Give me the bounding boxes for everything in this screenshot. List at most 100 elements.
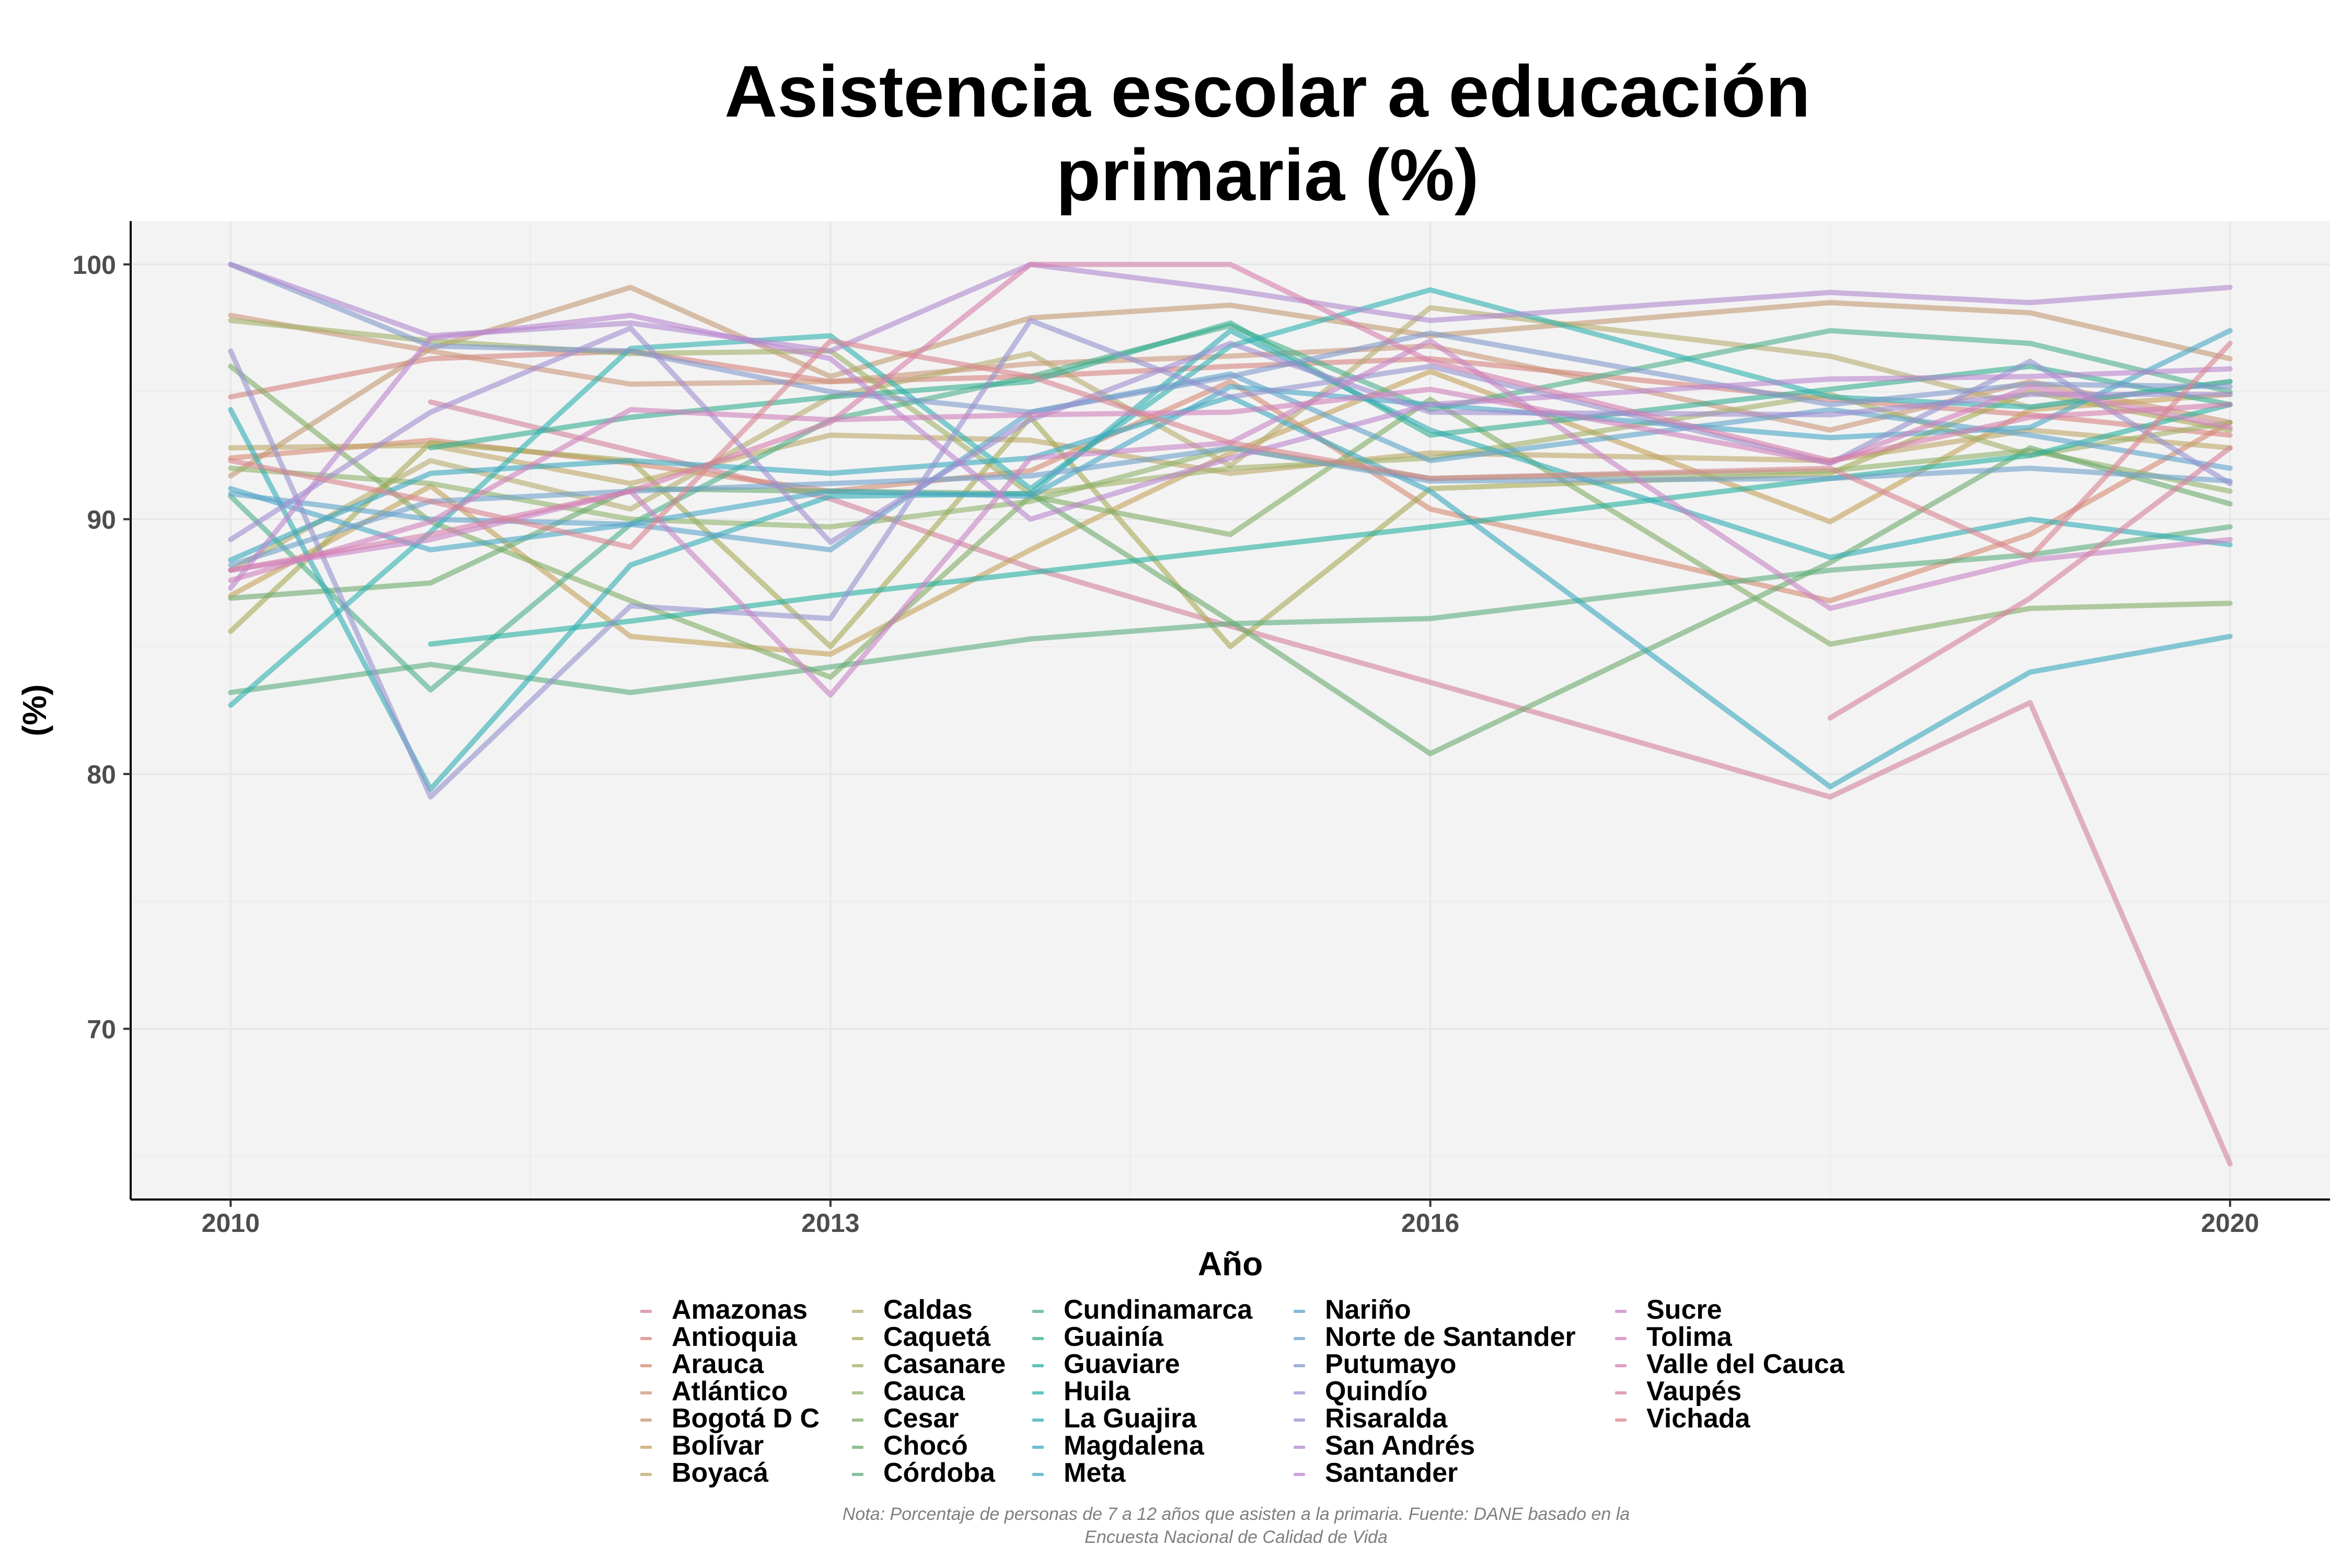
- legend-item: Sucre: [1615, 1296, 1722, 1323]
- y-tick-label: 80: [87, 760, 116, 789]
- legend-key: [1294, 1310, 1305, 1313]
- legend-label: Norte de Santander: [1325, 1322, 1576, 1352]
- axis-ticks: 70 80 90 100 2010 2013 2016 2020: [73, 250, 2259, 1238]
- legend-label: San Andrés: [1325, 1431, 1475, 1461]
- legend-label: Guainía: [1064, 1322, 1163, 1352]
- legend-key: [640, 1337, 652, 1341]
- legend-label: Valle del Cauca: [1646, 1349, 1844, 1379]
- legend-key: [852, 1391, 863, 1395]
- legend-label: Casanare: [883, 1349, 1006, 1379]
- series-line-valle-del-cauca: [228, 261, 2233, 573]
- legend-key: [640, 1391, 652, 1395]
- x-tick-label: 2013: [801, 1208, 859, 1238]
- legend-item: Risaralda: [1294, 1405, 1447, 1432]
- series-line-santander: [228, 313, 2233, 591]
- legend-label: Boyacá: [672, 1458, 768, 1488]
- legend-label: Vichada: [1646, 1403, 1750, 1434]
- legend-item: Caquetá: [852, 1323, 990, 1351]
- series-line-meta: [228, 328, 2233, 552]
- series-line-vichada: [228, 338, 2233, 560]
- legend-label: Antioquia: [672, 1322, 797, 1352]
- legend-label: Tolima: [1646, 1322, 1732, 1352]
- series-line-quind-o: [228, 318, 2233, 800]
- legend-item: Bolívar: [640, 1432, 764, 1459]
- legend-item: Chocó: [852, 1432, 968, 1459]
- legend-key: [1032, 1419, 1044, 1422]
- legend-key: [1032, 1337, 1044, 1341]
- series-line-risaralda: [228, 325, 2233, 545]
- legend-item: Nariño: [1294, 1296, 1411, 1323]
- source-note: Nota: Porcentaje de personas de 7 a 12 a…: [700, 1503, 1772, 1549]
- legend-key: [640, 1446, 652, 1449]
- legend-label: Nariño: [1325, 1295, 1411, 1325]
- line-chart: 70 80 90 100 2010 2013 2016 2020 Año (%): [16, 221, 2330, 1281]
- legend-label: Bogotá D C: [672, 1403, 820, 1434]
- chart-title-line-1: Asistencia escolar a educación: [724, 50, 1811, 132]
- legend-item: Guainía: [1032, 1323, 1163, 1351]
- legend-item: Cauca: [852, 1378, 965, 1405]
- legend-item: Magdalena: [1032, 1432, 1204, 1459]
- chart-title: Asistencia escolar a educación primaria …: [0, 50, 2352, 217]
- y-tick-label: 100: [73, 250, 116, 280]
- legend-key: [640, 1310, 652, 1313]
- series-lines: [228, 261, 2233, 1167]
- series-line-cesar: [228, 363, 2233, 680]
- legend-label: Cauca: [883, 1376, 965, 1406]
- legend-key: [852, 1473, 863, 1477]
- legend-label: Risaralda: [1325, 1403, 1448, 1434]
- series-line-tolima: [228, 384, 2233, 583]
- source-note-line-2: Encuesta Nacional de Calidad de Vida: [1085, 1527, 1388, 1547]
- legend-item: Quindío: [1294, 1378, 1427, 1405]
- legend-key: [852, 1446, 863, 1449]
- legend-key: [1615, 1337, 1627, 1341]
- legend-label: La Guajira: [1064, 1403, 1197, 1434]
- legend-label: Cesar: [883, 1403, 959, 1434]
- legend-item: Vichada: [1615, 1405, 1750, 1432]
- series-line-norte-de-santander: [228, 445, 2233, 568]
- legend-key: [1615, 1391, 1627, 1395]
- legend-label: Meta: [1064, 1458, 1126, 1488]
- legend-label: Caquetá: [883, 1322, 991, 1352]
- legend-key: [1032, 1473, 1044, 1477]
- legend-label: Vaupés: [1646, 1376, 1742, 1406]
- legend-item: La Guajira: [1032, 1405, 1196, 1432]
- legend-item: Caldas: [852, 1296, 973, 1323]
- legend-label: Santander: [1325, 1458, 1458, 1488]
- legend-key: [1294, 1337, 1305, 1341]
- legend-label: Quindío: [1325, 1376, 1428, 1406]
- chart-title-line-2: primaria (%): [1056, 134, 1479, 216]
- legend-key: [1032, 1391, 1044, 1395]
- series-line-cauca: [228, 445, 2233, 529]
- legend-item: Norte de Santander: [1294, 1323, 1576, 1351]
- legend-item: Boyacá: [640, 1459, 768, 1486]
- legend-key: [640, 1364, 652, 1368]
- legend-label: Cundinamarca: [1064, 1295, 1253, 1325]
- legend-key: [1032, 1364, 1044, 1368]
- legend-key: [1294, 1446, 1305, 1449]
- legend-key: [1032, 1310, 1044, 1313]
- x-tick-label: 2020: [2201, 1208, 2259, 1238]
- legend-item: Antioquia: [640, 1323, 797, 1351]
- x-tick-label: 2016: [1401, 1208, 1459, 1238]
- legend-item: Putumayo: [1294, 1351, 1456, 1378]
- y-tick-label: 70: [87, 1014, 116, 1044]
- legend-item: Santander: [1294, 1459, 1458, 1486]
- x-tick-label: 2010: [202, 1208, 260, 1238]
- legend-item: Huila: [1032, 1378, 1130, 1405]
- legend-key: [1615, 1310, 1627, 1313]
- legend-label: Amazonas: [672, 1295, 808, 1325]
- legend-label: Guaviare: [1064, 1349, 1180, 1379]
- legend-item: Amazonas: [640, 1296, 808, 1323]
- legend-item: Cesar: [852, 1405, 959, 1432]
- legend-key: [1615, 1364, 1627, 1368]
- series-line-bogot-d-c: [228, 284, 2233, 479]
- legend-item: Tolima: [1615, 1323, 1732, 1351]
- legend-key: [640, 1419, 652, 1422]
- legend-key: [1294, 1419, 1305, 1422]
- legend-item: Córdoba: [852, 1459, 995, 1486]
- legend-key: [1294, 1391, 1305, 1395]
- legend-key: [1615, 1419, 1627, 1422]
- y-tick-label: 90: [87, 505, 116, 534]
- legend-key: [1294, 1473, 1305, 1477]
- legend-key: [640, 1473, 652, 1477]
